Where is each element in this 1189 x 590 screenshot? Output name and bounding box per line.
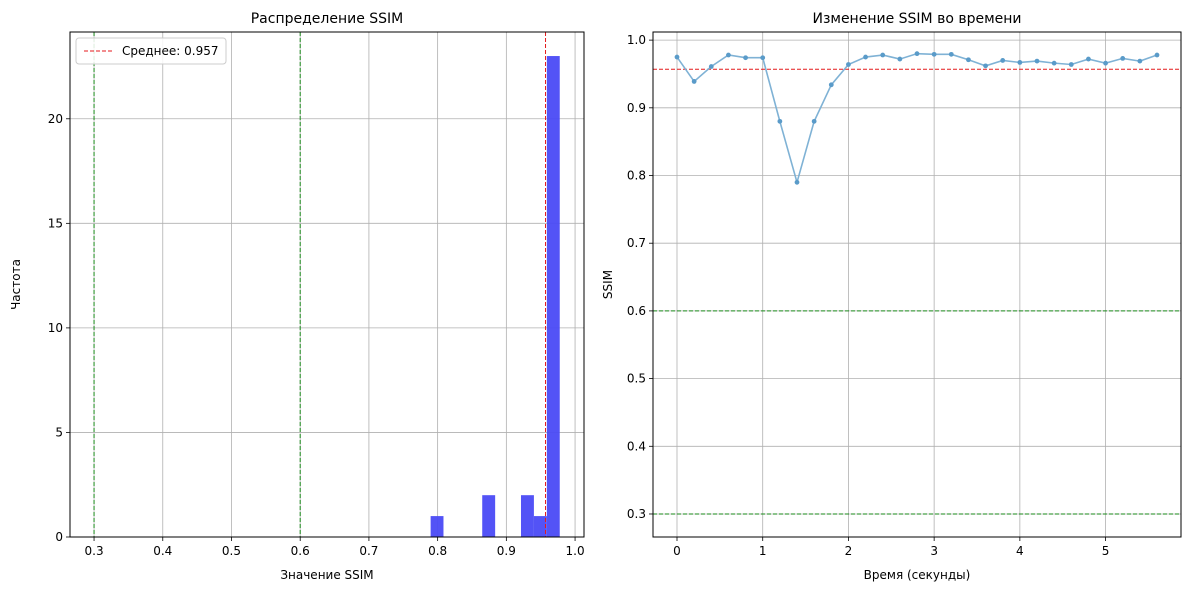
ssim-data-point xyxy=(1000,58,1006,63)
ssim-data-point xyxy=(1017,60,1023,65)
ssim-data-point xyxy=(983,63,988,69)
x-tick-label: 1 xyxy=(759,544,767,558)
histogram-bar xyxy=(520,495,534,537)
histogram-x-axis-label: Значение SSIM xyxy=(280,568,373,582)
ssim-data-point xyxy=(914,51,920,57)
histogram-y-ticks: 0 5 10 15 20 xyxy=(48,112,70,544)
ssim-data-point xyxy=(1034,58,1040,64)
y-tick-label: 20 xyxy=(48,112,63,126)
ssim-data-point xyxy=(811,118,817,124)
x-tick-label: 5 xyxy=(1102,544,1110,558)
y-tick-label: 5 xyxy=(55,425,63,439)
ssim-data-point xyxy=(674,54,680,60)
x-tick-label: 4 xyxy=(1016,544,1024,558)
histogram-bar xyxy=(430,516,444,537)
ssim-data-point xyxy=(828,82,834,88)
x-tick-label: 3 xyxy=(930,544,938,558)
ssim-data-point xyxy=(1154,52,1160,58)
ssim-data-point xyxy=(1086,56,1091,62)
histogram-chart: 0.3 0.4 0.5 0.6 0.7 0.8 0.9 1.0 0 5 10 15 20 Распре… xyxy=(9,11,585,582)
y-tick-label: 0.9 xyxy=(627,101,646,115)
line-reference-lines xyxy=(653,68,1181,515)
ssim-data-point xyxy=(931,51,937,57)
ssim-data-point xyxy=(726,52,731,58)
x-tick-label: 1.0 xyxy=(566,544,585,558)
legend-label-mean: Среднее: 0.957 xyxy=(122,44,219,58)
x-tick-label: 0.4 xyxy=(153,544,172,558)
ssim-data-point xyxy=(708,64,714,69)
ssim-data-point xyxy=(863,54,868,60)
ssim-series-points xyxy=(674,51,1160,185)
y-tick-label: 0.3 xyxy=(627,507,646,521)
x-tick-label: 0.9 xyxy=(497,544,516,558)
x-tick-label: 0.3 xyxy=(85,544,104,558)
ssim-data-point xyxy=(691,79,697,84)
histogram-x-ticks: 0.3 0.4 0.5 0.6 0.7 0.8 0.9 1.0 xyxy=(85,537,585,558)
ssim-data-point xyxy=(743,55,748,61)
histogram-title: Распределение SSIM xyxy=(251,11,404,27)
y-tick-label: 0.5 xyxy=(627,372,646,386)
line-x-ticks: 0 1 2 3 4 5 xyxy=(673,537,1109,558)
legend-box xyxy=(75,37,227,65)
y-tick-label: 0.8 xyxy=(627,169,646,183)
ssim-data-point xyxy=(880,52,886,58)
ssim-data-point xyxy=(966,57,971,63)
histogram-legend: Среднее: 0.957 xyxy=(75,37,227,65)
y-tick-label: 0.6 xyxy=(627,304,646,318)
y-tick-label: 0 xyxy=(55,530,63,544)
ssim-data-point xyxy=(794,179,800,185)
y-tick-label: 10 xyxy=(48,321,63,335)
ssim-data-point xyxy=(897,56,903,62)
x-tick-label: 0.7 xyxy=(359,544,378,558)
ssim-data-point xyxy=(777,118,783,124)
ssim-data-point xyxy=(1051,60,1057,66)
ssim-data-point xyxy=(1120,56,1126,61)
histogram-grid xyxy=(70,32,584,538)
line-x-axis-label: Время (секунды) xyxy=(864,568,971,582)
ssim-data-point xyxy=(1103,60,1108,66)
line-y-ticks: 0.3 0.4 0.5 0.6 0.7 0.8 0.9 1.0 xyxy=(627,33,653,521)
ssim-data-point xyxy=(760,55,766,61)
y-tick-label: 15 xyxy=(48,216,63,230)
ssim-data-point xyxy=(846,62,851,67)
histogram-bar xyxy=(546,56,560,538)
histogram-bars xyxy=(430,56,560,538)
line-frame xyxy=(652,31,1182,538)
y-tick-label: 0.7 xyxy=(627,236,646,250)
x-tick-label: 0.8 xyxy=(428,544,447,558)
histogram-reference-lines xyxy=(93,32,547,537)
x-tick-label: 0 xyxy=(673,544,681,558)
ssim-data-point xyxy=(1068,62,1074,67)
x-tick-label: 0.5 xyxy=(222,544,241,558)
histogram-frame xyxy=(69,31,585,538)
histogram-bar xyxy=(533,516,547,537)
y-tick-label: 1.0 xyxy=(627,33,646,47)
line-y-axis-label: SSIM xyxy=(601,270,615,299)
ssim-data-point xyxy=(948,51,954,57)
x-tick-label: 0.6 xyxy=(291,544,310,558)
histogram-y-axis-label: Частота xyxy=(9,259,23,310)
ssim-data-point xyxy=(1137,58,1143,64)
histogram-bar xyxy=(482,495,496,537)
line-chart: 0 1 2 3 4 5 0.3 0.4 0.5 0.6 0.7 0.8 0.9 1.0 Изменени… xyxy=(601,11,1182,582)
line-title: Изменение SSIM во времени xyxy=(812,11,1021,27)
x-tick-label: 2 xyxy=(845,544,853,558)
y-tick-label: 0.4 xyxy=(627,439,646,453)
